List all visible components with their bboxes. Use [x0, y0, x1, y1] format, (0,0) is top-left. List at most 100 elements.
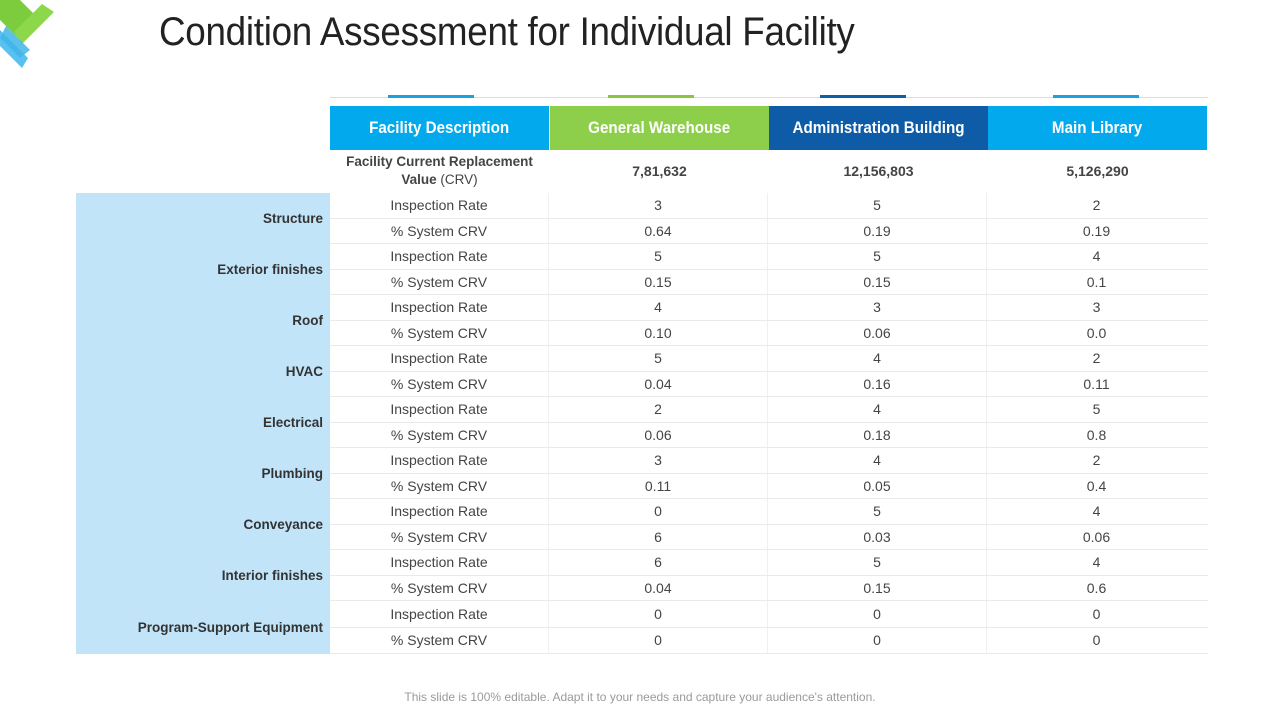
value-cell: 5	[768, 550, 987, 575]
group-label: Structure	[262, 210, 323, 226]
header-label: Facility Description	[369, 118, 510, 137]
group-sidebar	[76, 193, 330, 654]
table-row: Inspection Rate 2 4 5	[330, 397, 1208, 423]
table-row: Inspection Rate 3 4 2	[330, 448, 1208, 474]
table-row: % System CRV 0.04 0.15 0.6	[330, 575, 1208, 601]
value-cell: 4	[1092, 554, 1101, 571]
value-cell: 0	[549, 499, 768, 524]
header-label: Main Library	[1052, 118, 1143, 137]
group-label: Exterior finishes	[217, 261, 323, 277]
metric-cell: Inspection Rate	[330, 448, 549, 473]
value-cell: 0.15	[768, 269, 987, 294]
table-row: % System CRV 6 0.03 0.06	[330, 524, 1208, 550]
value-cell: 5	[1092, 401, 1101, 418]
value-cell: 2	[1092, 452, 1101, 469]
table-row: % System CRV 0.10 0.06 0.0	[330, 320, 1208, 346]
value-cell: 0	[1092, 632, 1101, 649]
value-cell: 3	[1092, 299, 1101, 316]
value-cell: 0.16	[768, 371, 987, 396]
table-row: % System CRV 0.04 0.16 0.11	[330, 371, 1208, 397]
crv-value-general-warehouse: 7,81,632	[632, 163, 687, 179]
metric-cell: Inspection Rate	[330, 193, 549, 218]
accent-tab	[388, 95, 474, 98]
value-cell: 6	[549, 524, 768, 549]
metric-cell: % System CRV	[330, 627, 549, 653]
value-cell: 5	[768, 244, 987, 269]
value-cell: 0.06	[1082, 528, 1111, 545]
group-label: Interior finishes	[221, 567, 323, 583]
metric-cell: Inspection Rate	[330, 550, 549, 575]
value-cell: 0.11	[1083, 375, 1110, 392]
value-cell: 6	[549, 550, 768, 575]
table-row: % System CRV 0.64 0.19 0.19	[330, 218, 1208, 244]
value-cell: 5	[549, 244, 768, 269]
accent-tab	[1053, 95, 1139, 98]
value-cell: 3	[768, 295, 987, 320]
crv-value-main-library: 5,126,290	[1066, 163, 1129, 179]
value-cell: 3	[549, 448, 768, 473]
value-cell: 2	[1092, 197, 1101, 214]
value-cell: 5	[768, 193, 987, 218]
value-cell: 0	[768, 601, 987, 627]
header-facility-description: Facility Description	[330, 106, 549, 150]
value-cell: 0.4	[1086, 477, 1107, 494]
metric-cell: % System CRV	[330, 422, 549, 447]
table-row: % System CRV 0 0 0	[330, 627, 1208, 654]
metric-cell: % System CRV	[330, 269, 549, 294]
group-label: Program-Support Equipment	[137, 619, 323, 635]
accent-tab	[608, 95, 694, 98]
value-cell: 5	[768, 499, 987, 524]
value-cell: 0.06	[768, 320, 987, 345]
metric-cell: Inspection Rate	[330, 244, 549, 269]
metric-cell: % System CRV	[330, 575, 549, 600]
header-divider	[330, 97, 1208, 98]
header-label: General Warehouse	[588, 118, 731, 137]
metric-cell: % System CRV	[330, 371, 549, 396]
metric-cell: Inspection Rate	[330, 499, 549, 524]
value-cell: 0.05	[768, 473, 987, 498]
table-row: Inspection Rate 0 0 0	[330, 601, 1208, 628]
value-cell: 0.6	[1086, 579, 1107, 596]
metric-cell: % System CRV	[330, 218, 549, 243]
table-row: Inspection Rate 0 5 4	[330, 499, 1208, 525]
crv-label-suffix: (CRV)	[440, 172, 478, 187]
value-cell: 4	[1092, 503, 1101, 520]
crv-label-bold: Facility Current Replacement Value	[346, 154, 533, 187]
table-row: % System CRV 0.06 0.18 0.8	[330, 422, 1208, 448]
header-label: Administration Building	[792, 118, 965, 137]
page-title: Condition Assessment for Individual Faci…	[159, 10, 855, 54]
table-row: % System CRV 0.15 0.15 0.1	[330, 269, 1208, 295]
value-cell: 4	[768, 397, 987, 422]
metric-cell: % System CRV	[330, 524, 549, 549]
value-cell: 0.64	[549, 218, 768, 243]
value-cell: 2	[549, 397, 768, 422]
value-cell: 3	[549, 193, 768, 218]
value-cell: 0.04	[549, 371, 768, 396]
value-cell: 0.10	[549, 320, 768, 345]
value-cell: 4	[549, 295, 768, 320]
value-cell: 5	[549, 346, 768, 371]
metric-cell: Inspection Rate	[330, 346, 549, 371]
value-cell: 0.04	[549, 575, 768, 600]
metric-cell: Inspection Rate	[330, 397, 549, 422]
metric-cell: % System CRV	[330, 473, 549, 498]
value-cell: 0.06	[549, 422, 768, 447]
crv-value-administration-building: 12,156,803	[843, 163, 914, 179]
group-label: Electrical	[262, 414, 323, 430]
header-general-warehouse: General Warehouse	[550, 106, 769, 150]
value-cell: 0.11	[549, 473, 768, 498]
value-cell: 0.18	[768, 422, 987, 447]
value-cell: 4	[768, 448, 987, 473]
table-row: Inspection Rate 5 5 4	[330, 244, 1208, 270]
value-cell: 0.0	[1086, 324, 1107, 341]
value-cell: 0.1	[1086, 273, 1107, 290]
value-cell: 2	[1092, 350, 1101, 367]
value-cell: 0.15	[768, 575, 987, 600]
value-cell: 0	[768, 627, 987, 653]
group-label: HVAC	[285, 363, 323, 379]
value-cell: 0.8	[1086, 426, 1107, 443]
value-cell: 0	[549, 627, 768, 653]
value-cell: 4	[1092, 248, 1101, 265]
group-label: Conveyance	[243, 516, 323, 532]
table-row: Inspection Rate 4 3 3	[330, 295, 1208, 321]
